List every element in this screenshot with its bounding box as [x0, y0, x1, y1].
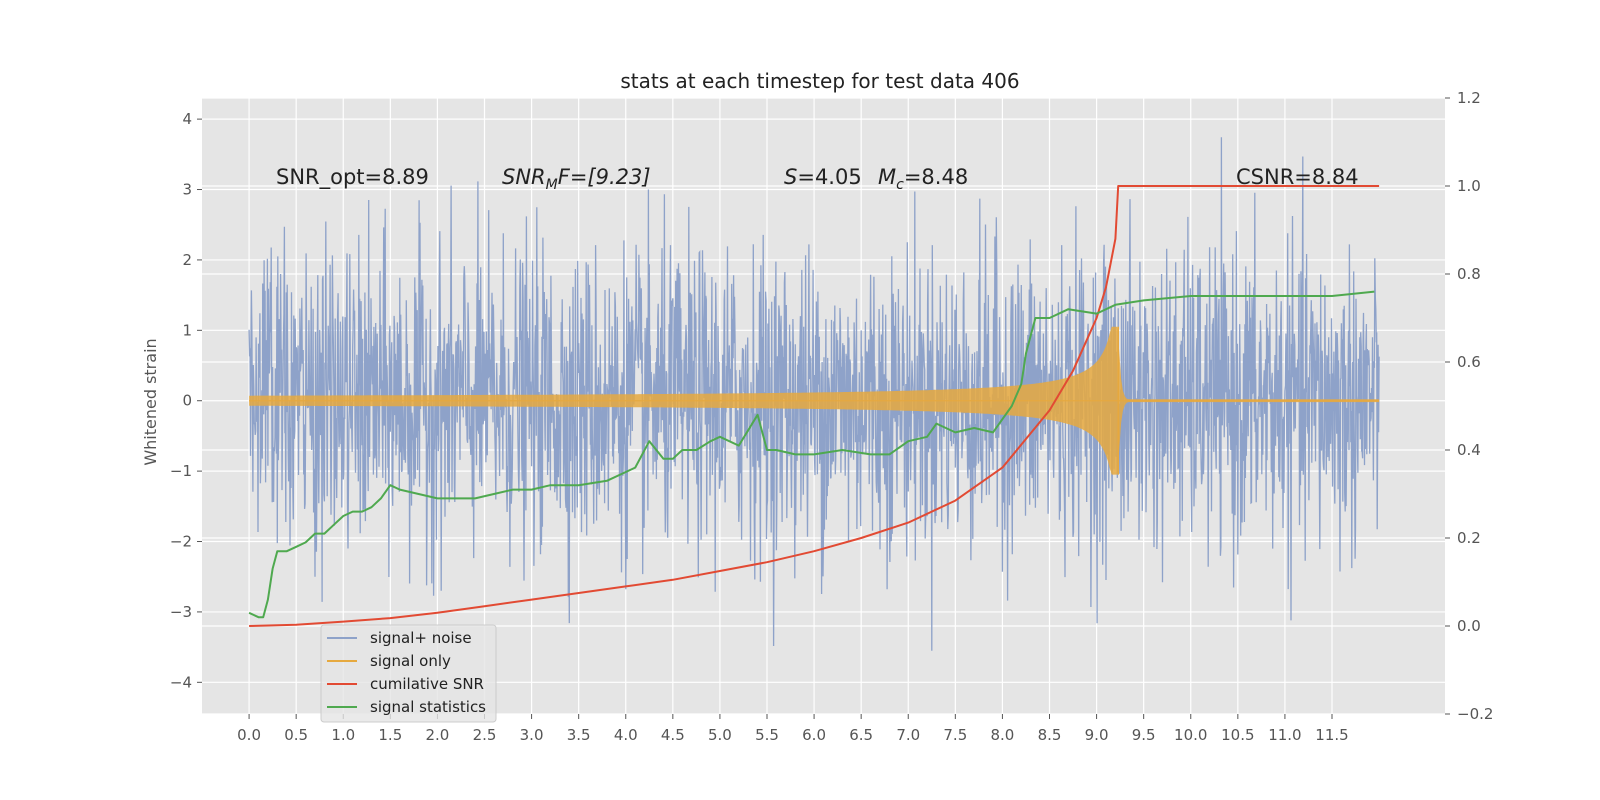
y2-tick-label: 1.0 — [1457, 177, 1481, 195]
x-tick-label: 1.5 — [378, 726, 402, 744]
x-tick-label: 8.0 — [990, 726, 1014, 744]
legend-label-signal-noise: signal+ noise — [370, 629, 472, 647]
y2-tick-label: 0.2 — [1457, 529, 1481, 547]
y2-tick-label: 0.8 — [1457, 265, 1481, 283]
cumulative-snr-series — [249, 185, 1380, 627]
legend-entry-cumulative-snr: cumilative SNR — [327, 675, 484, 693]
x-tick-label: 7.5 — [943, 726, 967, 744]
x-tick-label: 0.0 — [237, 726, 261, 744]
annotation-s-statistic: S=4.05 — [784, 165, 862, 189]
annotation-mc-value: =8.48 — [904, 165, 968, 189]
annotations: SNR_opt=8.89 SNRMF=[9.23] S=4.05 Mc=8.48… — [276, 165, 1359, 193]
legend-box — [320, 624, 497, 723]
y2-tick-label: 0.0 — [1457, 617, 1481, 635]
y-tick-label: 3 — [182, 181, 192, 199]
chart-title: stats at each timestep for test data 406 — [620, 69, 1019, 93]
y-tick-label: −1 — [170, 462, 192, 480]
cumulative-snr-line — [249, 185, 1380, 627]
legend-label-signal-only: signal only — [370, 652, 451, 670]
y-axis-label: Whitened strain — [141, 338, 160, 465]
x-tick-label: 3.0 — [520, 726, 544, 744]
x-tick-label: 5.5 — [755, 726, 779, 744]
x-tick-label: 2.5 — [473, 726, 497, 744]
legend-label-cumulative-snr: cumilative SNR — [370, 675, 484, 693]
legend-entry-signal-only: signal only — [327, 652, 451, 670]
annotation-snr-mf-rest: F=[9.23] — [558, 165, 651, 189]
y-tick-label: 0 — [182, 392, 192, 410]
y-tick-label: −2 — [170, 533, 192, 551]
x-tick-label: 2.0 — [425, 726, 449, 744]
y2-tick-label: −0.2 — [1457, 705, 1493, 723]
y-tick-label: −3 — [170, 603, 192, 621]
y-tick-label: 4 — [182, 110, 192, 128]
x-tick-label: 10.0 — [1174, 726, 1207, 744]
x-tick-label: 7.0 — [896, 726, 920, 744]
y2-tick-label: 0.4 — [1457, 441, 1481, 459]
x-tick-label: 11.5 — [1315, 726, 1348, 744]
annotation-chirp-mass: Mc=8.48 — [878, 165, 968, 193]
y2-tick-label: 0.6 — [1457, 353, 1481, 371]
x-tick-label: 5.0 — [708, 726, 732, 744]
x-tick-label: 8.5 — [1038, 726, 1062, 744]
y-tick-label: −4 — [170, 673, 192, 691]
annotation-snr-mf-sub: M — [546, 177, 558, 193]
signal-only-series — [249, 326, 1380, 475]
x-tick-label: 1.0 — [331, 726, 355, 744]
annotation-mc-symbol: M — [878, 165, 896, 189]
x-tick-label: 3.5 — [567, 726, 591, 744]
x-tick-label: 9.0 — [1085, 726, 1109, 744]
x-tick-label: 9.5 — [1132, 726, 1156, 744]
x-tick-label: 0.5 — [284, 726, 308, 744]
annotation-snr-opt: SNR_opt=8.89 — [276, 165, 429, 190]
x-tick-label: 11.0 — [1268, 726, 1301, 744]
signal-statistics-series — [248, 290, 1375, 619]
axis-ticks: 0.0 0.5 1.0 1.5 2.0 2.5 3.0 3.5 4.0 4.5 5.0 5.5 6.0 6… — [170, 89, 1494, 744]
legend: signal+ noise signal only cumilative SNR… — [320, 624, 497, 723]
annotation-snr-mf-base: SNR — [502, 165, 546, 189]
legend-entry-signal-statistics: signal statistics — [327, 698, 486, 716]
y-tick-label: 1 — [182, 321, 192, 339]
annotation-s-value: =4.05 — [797, 165, 861, 189]
y2-tick-label: 1.2 — [1457, 89, 1481, 107]
annotation-csnr: CSNR=8.84 — [1236, 165, 1359, 189]
x-tick-label: 10.5 — [1221, 726, 1254, 744]
annotation-snr-mf: SNRMF=[9.23] — [502, 165, 651, 193]
y-tick-label: 2 — [182, 251, 192, 269]
annotation-s-symbol: S — [784, 165, 797, 189]
x-tick-label: 6.5 — [849, 726, 873, 744]
legend-label-signal-statistics: signal statistics — [370, 698, 486, 716]
annotation-mc-subscript: c — [896, 177, 904, 193]
x-tick-label: 4.0 — [614, 726, 638, 744]
signal-statistics-line — [248, 290, 1375, 619]
signal-noise-line — [248, 137, 1380, 651]
x-tick-label: 6.0 — [802, 726, 826, 744]
x-tick-label: 4.5 — [661, 726, 685, 744]
legend-entry-signal-noise: signal+ noise — [327, 629, 472, 647]
signal-noise-series — [248, 137, 1380, 651]
